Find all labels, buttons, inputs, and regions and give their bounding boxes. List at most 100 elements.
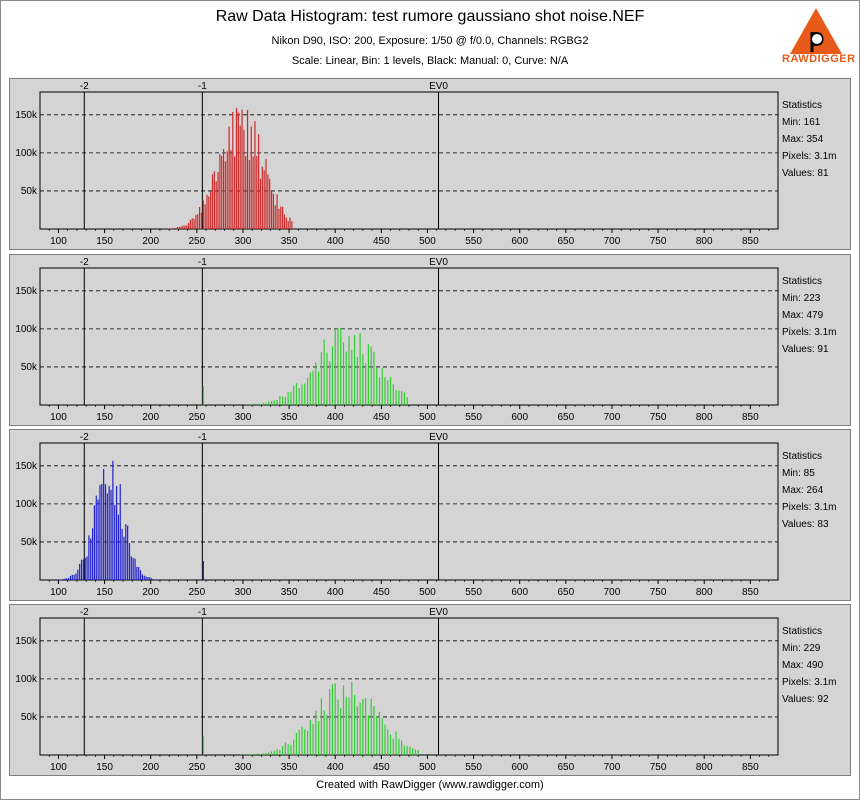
x-tick-label: 200 bbox=[142, 412, 159, 423]
x-tick-label: 600 bbox=[511, 587, 528, 598]
x-tick-label: 600 bbox=[511, 236, 528, 247]
x-tick-label: 550 bbox=[465, 762, 482, 773]
x-tick-label: 250 bbox=[188, 236, 205, 247]
x-tick-label: 850 bbox=[742, 762, 759, 773]
x-tick-label: 150 bbox=[96, 412, 113, 423]
y-tick-label: 150k bbox=[15, 636, 38, 647]
histogram-panel-b: 50k 100k 150k -2 -1 EV0 100 150 200 250 300 350 400 4… bbox=[9, 429, 851, 601]
x-tick-label: 150 bbox=[96, 762, 113, 773]
x-tick-label: 350 bbox=[281, 412, 298, 423]
stats-values: Values: 83 bbox=[782, 519, 829, 530]
x-tick-label: 750 bbox=[650, 762, 667, 773]
ev-label: EV0 bbox=[429, 257, 448, 268]
x-tick-label: 300 bbox=[235, 587, 252, 598]
x-tick-label: 650 bbox=[557, 236, 574, 247]
x-tick-label: 550 bbox=[465, 236, 482, 247]
ev-label: -2 bbox=[80, 81, 89, 92]
stats-b: Statistics Min: 85 Max: 264 Pixels: 3.1m… bbox=[782, 448, 836, 533]
x-tick-label: 450 bbox=[373, 236, 390, 247]
stats-title: Statistics bbox=[782, 276, 823, 287]
x-tick-label: 500 bbox=[419, 412, 436, 423]
histogram-panel-g: 50k 100k 150k -2 -1 EV0 100 150 200 250 300 350 400 4… bbox=[9, 254, 851, 426]
y-tick-label: 50k bbox=[21, 186, 38, 197]
stats-max: Max: 354 bbox=[782, 134, 824, 145]
ev-label: -2 bbox=[80, 257, 89, 268]
plot-area bbox=[39, 442, 779, 581]
page-title: Raw Data Histogram: test rumore gaussian… bbox=[215, 8, 645, 25]
x-tick-label: 350 bbox=[281, 762, 298, 773]
x-tick-label: 350 bbox=[281, 236, 298, 247]
x-tick-label: 400 bbox=[327, 587, 344, 598]
x-tick-label: 100 bbox=[50, 587, 67, 598]
x-tick-label: 100 bbox=[50, 236, 67, 247]
stats-title: Statistics bbox=[782, 451, 823, 462]
x-tick-label: 450 bbox=[373, 587, 390, 598]
stats-title: Statistics bbox=[782, 626, 823, 637]
x-tick-label: 650 bbox=[557, 412, 574, 423]
x-tick-label: 400 bbox=[327, 236, 344, 247]
x-tick-label: 100 bbox=[50, 762, 67, 773]
y-tick-label: 100k bbox=[15, 674, 38, 685]
y-tick-label: 100k bbox=[15, 499, 38, 510]
x-tick-label: 150 bbox=[96, 236, 113, 247]
x-tick-label: 150 bbox=[96, 587, 113, 598]
y-tick-label: 150k bbox=[15, 110, 38, 121]
x-tick-label: 550 bbox=[465, 412, 482, 423]
stats-r: Statistics Min: 161 Max: 354 Pixels: 3.1… bbox=[782, 97, 836, 182]
stats-values: Values: 91 bbox=[782, 344, 829, 355]
x-tick-label: 350 bbox=[281, 587, 298, 598]
stats-g2: Statistics Min: 229 Max: 490 Pixels: 3.1… bbox=[782, 623, 836, 708]
ev-label: EV0 bbox=[429, 81, 448, 92]
x-tick-label: 700 bbox=[604, 412, 621, 423]
stats-pixels: Pixels: 3.1m bbox=[782, 151, 837, 162]
x-tick-label: 100 bbox=[50, 412, 67, 423]
x-tick-label: 500 bbox=[419, 236, 436, 247]
x-tick-label: 200 bbox=[142, 587, 159, 598]
x-tick-label: 550 bbox=[465, 587, 482, 598]
stats-pixels: Pixels: 3.1m bbox=[782, 327, 837, 338]
histogram-chart-r: 50k 100k 150k -2 -1 EV0 100 150 200 250 300 350 400 4… bbox=[15, 81, 779, 247]
x-tick-label: 250 bbox=[188, 762, 205, 773]
x-tick-label: 750 bbox=[650, 412, 667, 423]
rawdigger-logo-icon bbox=[790, 8, 842, 54]
x-tick-label: 850 bbox=[742, 236, 759, 247]
x-tick-label: 800 bbox=[696, 762, 713, 773]
plot-area bbox=[39, 267, 779, 406]
stats-pixels: Pixels: 3.1m bbox=[782, 677, 837, 688]
x-tick-label: 700 bbox=[604, 236, 621, 247]
histogram-panel-g2: 50k 100k 150k -2 -1 EV0 100 150 200 250 300 350 400 4… bbox=[9, 604, 851, 776]
x-tick-label: 300 bbox=[235, 412, 252, 423]
stats-values: Values: 92 bbox=[782, 694, 829, 705]
footer-credit: Created with RawDigger (www.rawdigger.co… bbox=[316, 779, 544, 791]
y-tick-label: 50k bbox=[21, 362, 38, 373]
y-tick-label: 50k bbox=[21, 712, 38, 723]
x-tick-label: 800 bbox=[696, 412, 713, 423]
x-tick-label: 750 bbox=[650, 236, 667, 247]
plot-area bbox=[39, 617, 779, 756]
x-tick-label: 800 bbox=[696, 587, 713, 598]
x-tick-label: 200 bbox=[142, 236, 159, 247]
stats-values: Values: 81 bbox=[782, 168, 829, 179]
x-tick-label: 650 bbox=[557, 762, 574, 773]
x-tick-label: 300 bbox=[235, 236, 252, 247]
x-tick-label: 600 bbox=[511, 412, 528, 423]
x-tick-label: 500 bbox=[419, 587, 436, 598]
y-tick-label: 150k bbox=[15, 461, 38, 472]
stats-title: Statistics bbox=[782, 100, 823, 111]
stats-min: Min: 223 bbox=[782, 293, 821, 304]
x-tick-label: 250 bbox=[188, 412, 205, 423]
x-tick-label: 450 bbox=[373, 762, 390, 773]
x-tick-label: 750 bbox=[650, 587, 667, 598]
ev-label: EV0 bbox=[429, 607, 448, 618]
ev-label: -2 bbox=[80, 607, 89, 618]
x-tick-label: 700 bbox=[604, 762, 621, 773]
histogram-chart-g2: 50k 100k 150k -2 -1 EV0 100 150 200 250 300 350 400 4… bbox=[15, 607, 779, 773]
y-tick-label: 150k bbox=[15, 286, 38, 297]
stats-min: Min: 85 bbox=[782, 468, 815, 479]
x-tick-label: 850 bbox=[742, 412, 759, 423]
x-tick-label: 650 bbox=[557, 587, 574, 598]
ev-label: -1 bbox=[198, 257, 207, 268]
x-tick-label: 850 bbox=[742, 587, 759, 598]
y-tick-label: 100k bbox=[15, 324, 38, 335]
x-tick-label: 300 bbox=[235, 762, 252, 773]
